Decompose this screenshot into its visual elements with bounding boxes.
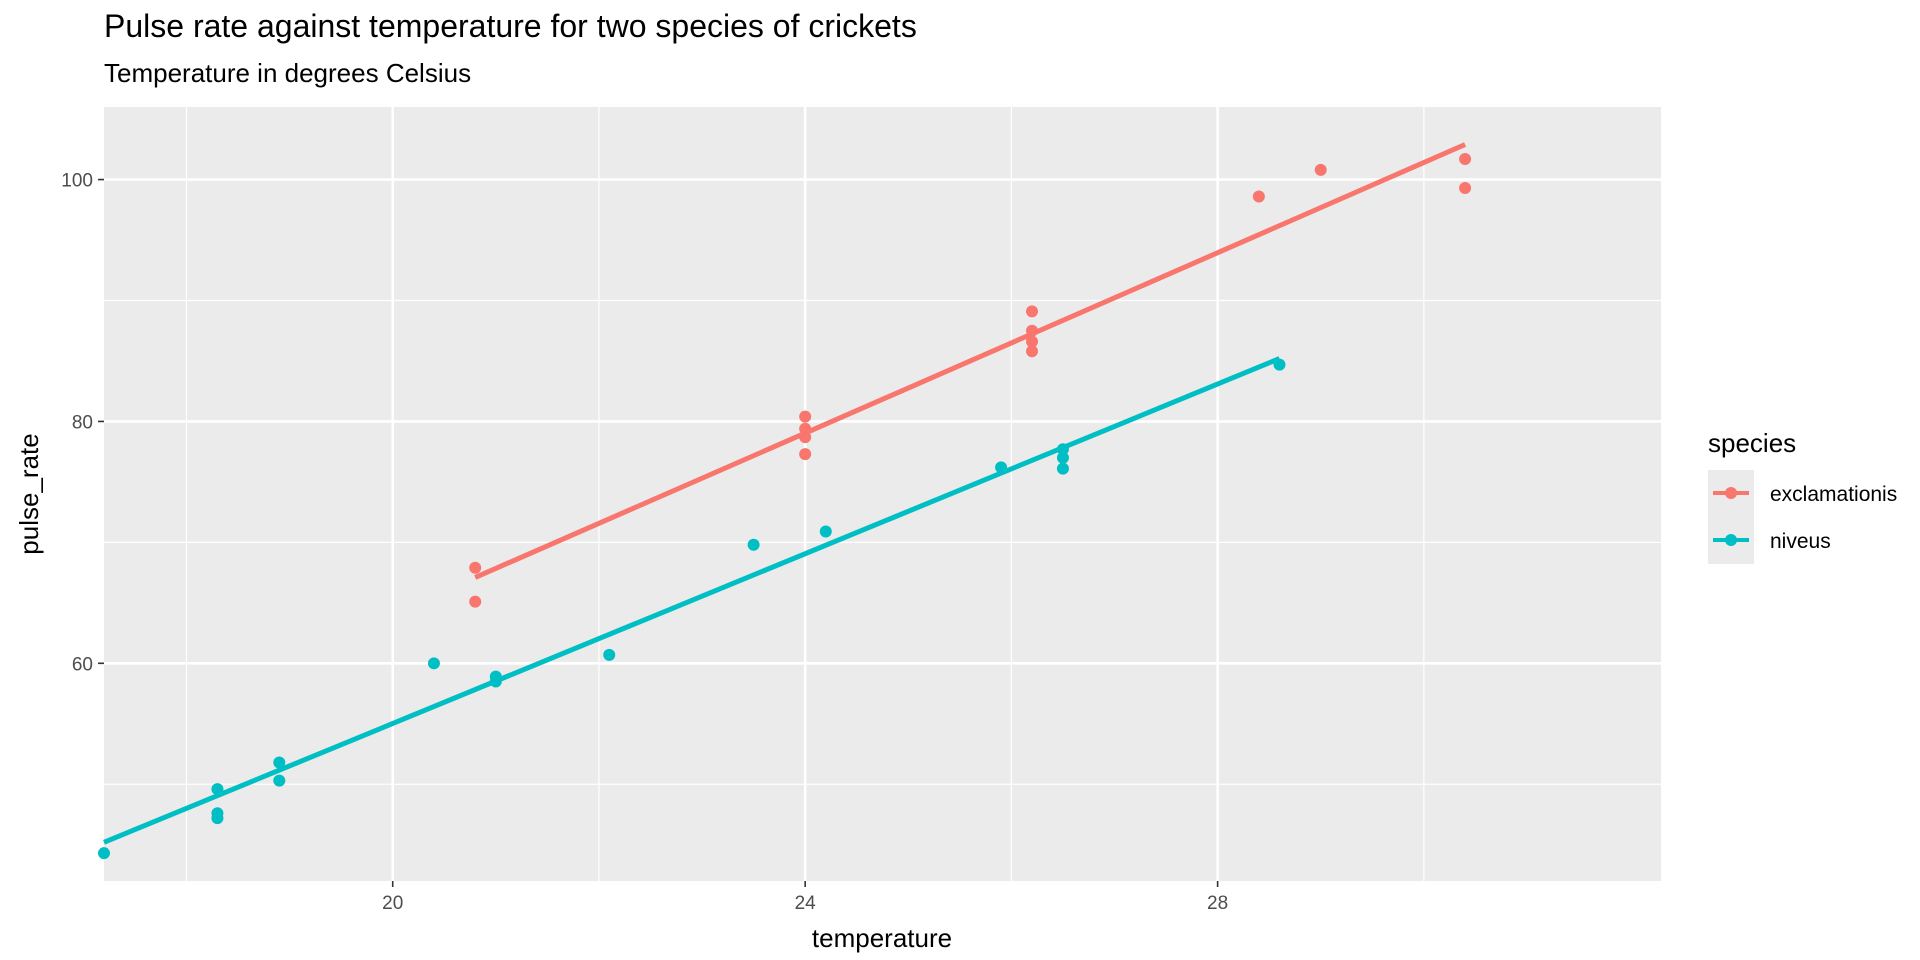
data-point-exclamationis — [1026, 345, 1039, 358]
data-point-niveus — [273, 756, 286, 769]
grid-lines — [104, 107, 1661, 881]
legend-items: exclamationis niveus — [1713, 483, 1897, 553]
data-point-niveus — [747, 538, 760, 551]
legend-label-niveus: niveus — [1770, 530, 1831, 553]
data-point-exclamationis — [469, 595, 482, 608]
y-axis-ticks: 60 80 100 — [61, 171, 104, 675]
data-point-niveus — [819, 525, 832, 538]
x-axis-ticks: 20 24 28 — [382, 881, 1228, 914]
y-tick-label: 100 — [61, 171, 93, 192]
fit-line-niveus — [103, 356, 1281, 845]
legend-key-point-niveus — [1725, 534, 1737, 546]
data-point-exclamationis — [469, 561, 482, 574]
x-tick-label: 20 — [382, 893, 403, 914]
data-point-niveus — [211, 783, 224, 796]
data-point-niveus — [603, 648, 616, 661]
y-tick-label: 80 — [72, 412, 93, 433]
data-point-exclamationis — [1026, 305, 1039, 318]
chart-title: Pulse rate against temperature for two s… — [104, 8, 917, 44]
plot-panel — [104, 107, 1661, 881]
fit-line-exclamationis — [474, 142, 1467, 580]
y-tick-label: 60 — [72, 654, 93, 675]
legend-label-exclamationis: exclamationis — [1770, 483, 1897, 506]
data-point-niveus — [427, 657, 440, 670]
data-point-niveus — [1056, 451, 1069, 464]
data-point-exclamationis — [1314, 163, 1327, 176]
y-axis-title: pulse_rate — [14, 433, 44, 554]
data-point-niveus — [489, 670, 502, 683]
legend: species exclamationis niveus — [1708, 428, 1897, 564]
fit-lines — [103, 142, 1467, 845]
legend-key-point-exclamationis — [1725, 487, 1737, 499]
data-point-niveus — [211, 807, 224, 820]
data-point-exclamationis — [1252, 190, 1265, 203]
data-point-niveus — [995, 461, 1008, 474]
x-axis-title: temperature — [812, 923, 952, 953]
data-point-exclamationis — [799, 422, 812, 435]
data-point-exclamationis — [1026, 335, 1039, 348]
legend-key-background — [1708, 470, 1754, 564]
data-point-niveus — [1056, 462, 1069, 475]
data-point-exclamationis — [1026, 324, 1039, 337]
legend-title: species — [1708, 428, 1796, 458]
data-point-niveus — [98, 847, 110, 860]
data-point-exclamationis — [1459, 182, 1472, 195]
data-points — [98, 153, 1472, 860]
chart-subtitle: Temperature in degrees Celsius — [104, 58, 472, 88]
data-point-niveus — [273, 774, 286, 787]
data-point-exclamationis — [799, 431, 812, 444]
data-point-niveus — [1273, 358, 1286, 371]
x-tick-label: 24 — [795, 893, 817, 914]
data-point-exclamationis — [799, 448, 812, 461]
data-point-exclamationis — [1459, 153, 1472, 166]
x-tick-label: 28 — [1207, 893, 1228, 914]
data-point-exclamationis — [799, 410, 812, 423]
data-point-niveus — [1056, 443, 1069, 456]
